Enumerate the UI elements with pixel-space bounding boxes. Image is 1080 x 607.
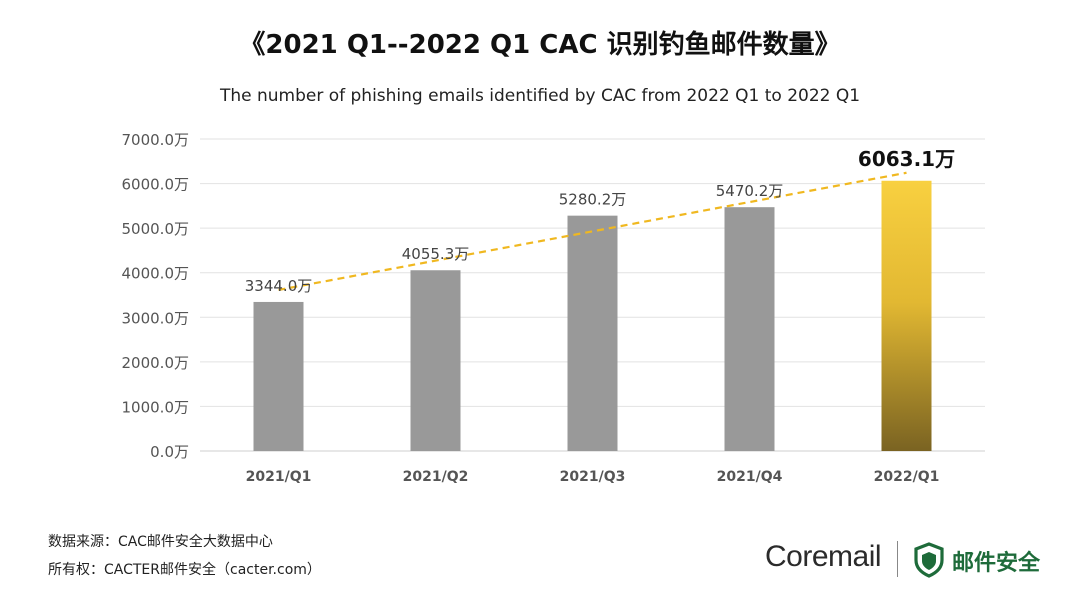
- y-tick-label: 0.0万: [150, 443, 189, 461]
- y-tick-label: 5000.0万: [122, 220, 190, 238]
- coremail-logo: Coremail: [765, 540, 882, 573]
- y-tick-label: 2000.0万: [122, 354, 190, 372]
- brand-cn-name: 邮件安全: [952, 551, 1041, 576]
- y-tick-label: 7000.0万: [122, 131, 190, 149]
- footer: 数据来源：CAC邮件安全大数据中心 所有权：CACTER邮件安全（cacter.…: [48, 528, 321, 584]
- y-tick-label: 1000.0万: [122, 398, 190, 416]
- trend-line: [278, 171, 907, 292]
- data-label: 4055.3万: [402, 245, 470, 263]
- chart-subtitle: The number of phishing emails identified…: [219, 86, 861, 106]
- bar-chart: 0.0万 1000.0万 2000.0万 3000.0万 4000.0万 5000.0万 6…: [122, 131, 985, 485]
- x-tick-label: 2022/Q1: [874, 469, 940, 485]
- bar: [253, 301, 304, 451]
- x-tick-label: 2021/Q2: [403, 469, 469, 485]
- x-tick-label: 2021/Q3: [560, 469, 626, 485]
- chart-title: 《2021 Q1--2022 Q1 CAC 识别钓鱼邮件数量》: [239, 30, 841, 60]
- data-label: 5280.2万: [559, 191, 627, 209]
- bar: [724, 207, 775, 451]
- y-tick-label: 3000.0万: [122, 309, 190, 327]
- data-label: 5470.2万: [716, 182, 784, 200]
- shield-icon: [914, 542, 944, 578]
- data-label: 3344.0万: [245, 277, 313, 295]
- data-source-text: 数据来源：CAC邮件安全大数据中心: [48, 534, 273, 550]
- bar: [567, 215, 618, 451]
- data-label: 6063.1万: [858, 147, 955, 171]
- y-tick-label: 6000.0万: [122, 176, 190, 194]
- brand-divider: [897, 541, 898, 577]
- bar-highlight: [881, 180, 932, 451]
- x-tick-label: 2021/Q1: [246, 469, 312, 485]
- copyright-text: 所有权：CACTER邮件安全（cacter.com）: [48, 562, 321, 578]
- x-tick-label: 2021/Q4: [717, 469, 783, 485]
- y-tick-label: 4000.0万: [122, 265, 190, 283]
- bar: [410, 270, 461, 451]
